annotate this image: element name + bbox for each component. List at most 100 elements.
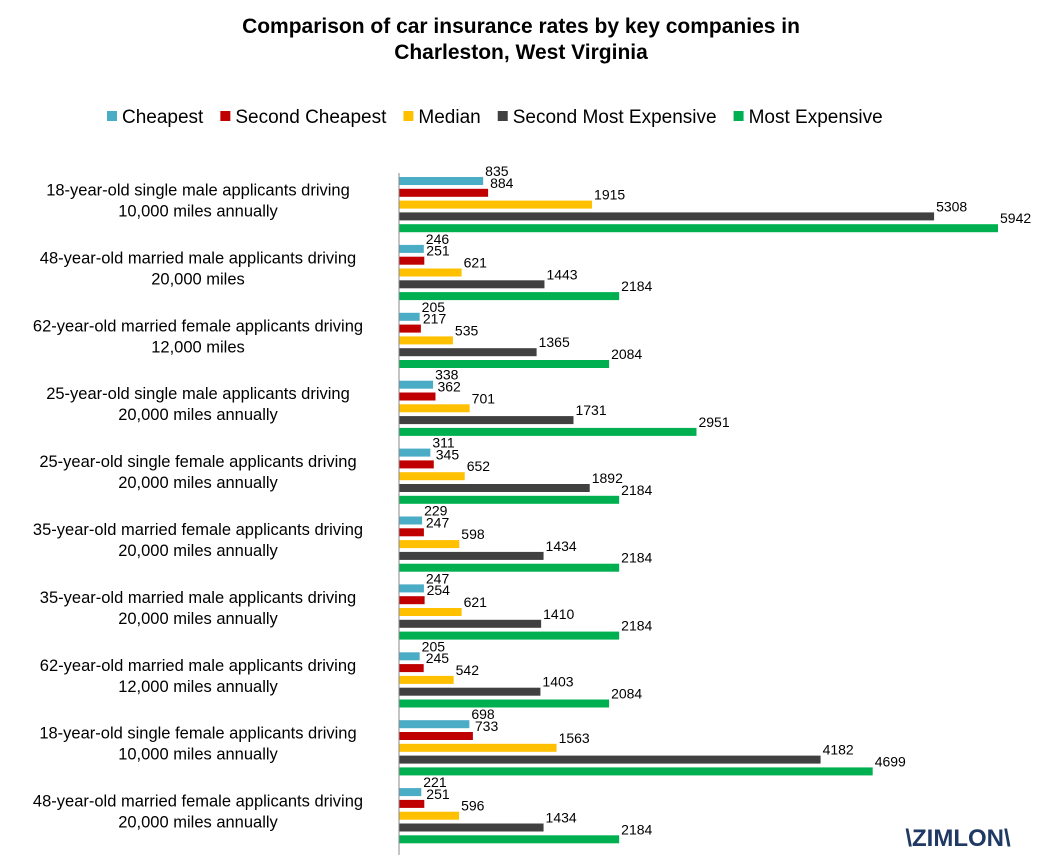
value-label: 2184	[621, 618, 652, 634]
value-label: 542	[456, 662, 480, 678]
value-label: 1443	[546, 266, 577, 282]
value-label: 1410	[543, 606, 574, 622]
bar	[399, 244, 424, 253]
bar	[399, 212, 935, 221]
value-label: 362	[437, 379, 461, 395]
value-label: 698	[471, 706, 495, 722]
bar	[399, 799, 425, 808]
value-label: 701	[472, 390, 496, 406]
category-label: 48-year-old married female applicants dr…	[33, 793, 363, 811]
bar	[399, 360, 610, 368]
value-label: 1731	[575, 402, 606, 418]
bar	[399, 652, 420, 661]
bar	[399, 268, 462, 277]
legend-marker	[733, 111, 744, 121]
legend-label: Most Expensive	[749, 107, 883, 128]
value-label: 2184	[621, 821, 652, 837]
bar	[399, 312, 420, 321]
value-label: 311	[432, 435, 455, 451]
category-label: 10,000 miles annually	[118, 746, 278, 764]
bar	[399, 788, 422, 797]
category-label: 20,000 miles annually	[118, 610, 278, 628]
legend-label: Second Cheapest	[235, 107, 387, 128]
value-label: 229	[424, 503, 448, 519]
value-label: 217	[423, 311, 447, 327]
bar	[399, 811, 460, 820]
bar	[399, 392, 436, 401]
category-label: 62-year-old married female applicants dr…	[33, 317, 363, 335]
bar	[399, 516, 423, 525]
value-label: 2084	[611, 686, 642, 702]
value-label: 247	[426, 570, 450, 586]
bar	[399, 835, 620, 844]
bar	[399, 404, 470, 413]
bar	[399, 743, 557, 752]
category-label: 48-year-old married male applicants driv…	[40, 249, 356, 267]
value-label: 245	[426, 650, 450, 666]
value-label: 2184	[621, 550, 652, 566]
value-label: 251	[426, 786, 450, 802]
bar	[399, 280, 545, 289]
bar	[399, 675, 454, 684]
value-label: 652	[467, 458, 491, 474]
value-label: 2084	[611, 346, 642, 362]
value-label: 2184	[621, 278, 652, 294]
value-label: 1563	[559, 730, 590, 746]
category-label: 20,000 miles annually	[118, 814, 278, 832]
value-label: 5942	[1000, 210, 1031, 226]
bar	[399, 528, 424, 537]
logo: \ZIMLON\	[905, 825, 1011, 852]
value-label: 247	[426, 514, 450, 530]
value-label: 1365	[539, 334, 570, 350]
value-label: 1403	[542, 674, 573, 690]
legend-label: Second Most Expensive	[513, 107, 717, 128]
bar	[399, 495, 620, 504]
bar	[399, 687, 541, 696]
legend-marker	[403, 111, 414, 121]
bar	[399, 324, 421, 333]
value-label: 4182	[823, 742, 854, 758]
value-label: 338	[435, 367, 459, 383]
chart-title: Charleston, West Virginia	[394, 41, 648, 64]
bar	[399, 551, 544, 560]
value-label: 835	[485, 163, 509, 179]
value-label: 5308	[936, 198, 967, 214]
legend-marker	[107, 111, 117, 121]
value-label: 345	[436, 446, 460, 462]
legend-label: Median	[418, 107, 480, 128]
category-label: 18-year-old single male applicants drivi…	[46, 181, 350, 199]
bar	[399, 292, 620, 301]
value-label: 1434	[546, 538, 577, 554]
bar	[399, 608, 462, 616]
category-label: 20,000 miles annually	[118, 474, 278, 492]
value-label: 221	[423, 774, 447, 790]
category-label: 12,000 miles	[151, 338, 245, 356]
bar	[399, 472, 465, 481]
bar	[399, 380, 434, 389]
bar	[399, 755, 821, 764]
bar	[399, 540, 460, 549]
category-label: 12,000 miles annually	[118, 678, 278, 696]
category-label: 18-year-old single female applicants dri…	[39, 725, 356, 743]
bar	[399, 336, 453, 345]
bar	[399, 823, 544, 832]
bar	[399, 427, 697, 436]
value-label: 1892	[592, 470, 623, 486]
category-label: 25-year-old single female applicants dri…	[39, 453, 356, 471]
value-label: 733	[475, 718, 499, 734]
bar	[399, 584, 424, 593]
value-label: 205	[422, 299, 446, 315]
category-label: 20,000 miles	[151, 270, 245, 288]
category-label: 35-year-old married male applicants driv…	[40, 589, 356, 607]
value-label: 205	[422, 638, 446, 654]
bar	[399, 256, 425, 265]
value-label: 621	[464, 594, 488, 610]
legend-marker	[220, 111, 231, 121]
bar	[399, 448, 431, 457]
bar	[399, 177, 484, 185]
bar	[399, 720, 470, 729]
value-label: 246	[426, 231, 450, 247]
value-label: 4699	[875, 753, 906, 769]
bar	[399, 664, 424, 673]
